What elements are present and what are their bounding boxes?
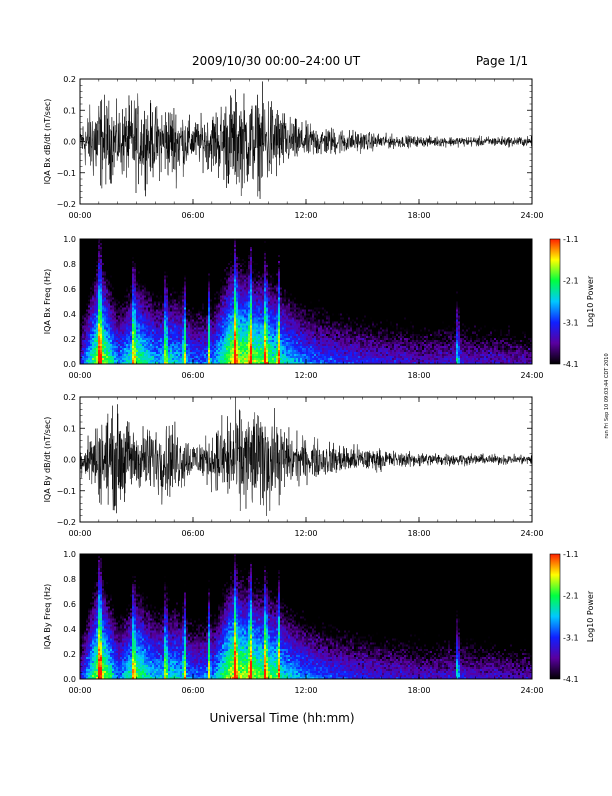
- x-tick-label: 06:00: [181, 371, 204, 380]
- y-tick-label: 0.6: [63, 600, 76, 609]
- spectrogram-image: [80, 554, 532, 679]
- by-timeseries-panel: 0.2 0.1 0.0 −0.1 −0.2 00:00 06:00 12:00 18:00 24:…: [43, 393, 544, 538]
- x-tick-label: 18:00: [407, 371, 430, 380]
- colorbar-label: Log10 Power: [586, 590, 595, 642]
- x-tick-label: 12:00: [294, 686, 317, 695]
- y-axis-label: IQA By Freq (Hz): [43, 584, 52, 650]
- x-tick-label: 18:00: [407, 529, 430, 538]
- colorbar-label: Log10 Power: [586, 275, 595, 327]
- x-tick-label: 24:00: [520, 211, 543, 220]
- x-tick-label: 24:00: [520, 529, 543, 538]
- run-info-note: run Fri Sep 10 09:03:44 CDT 2010: [604, 353, 610, 438]
- y-tick-label: 0.1: [63, 424, 76, 433]
- y-tick-label: 0.2: [63, 75, 76, 84]
- page-number: Page 1/1: [476, 54, 528, 68]
- y-tick-label: 0.1: [63, 106, 76, 115]
- x-tick-label: 12:00: [294, 529, 317, 538]
- y-axis-label: IQA Bx Freq (Hz): [43, 269, 52, 335]
- x-tick-label: 12:00: [294, 211, 317, 220]
- x-tick-label: 06:00: [181, 529, 204, 538]
- colorbar-tick-label: -1.1: [563, 550, 579, 559]
- x-tick-label: 18:00: [407, 686, 430, 695]
- y-tick-label: 0.6: [63, 285, 76, 294]
- colorbar-tick-label: -2.1: [563, 277, 579, 286]
- y-axis-label: IQA Bx dB/dt (nT/sec): [43, 99, 52, 185]
- y-tick-label: 0.2: [63, 393, 76, 402]
- x-tick-label: 06:00: [181, 211, 204, 220]
- x-tick-label: 12:00: [294, 371, 317, 380]
- y-axis-label: IQA By dB/dt (nT/sec): [43, 417, 52, 503]
- x-tick-label: 24:00: [520, 686, 543, 695]
- y-tick-label: 1.0: [63, 235, 76, 244]
- x-tick-label: 00:00: [68, 529, 91, 538]
- x-tick-label: 06:00: [181, 686, 204, 695]
- by-spectrogram-panel: 1.0 0.8 0.6 0.4 0.2 0.0 00:00 06:00 12:00 18:00 24…: [43, 550, 544, 695]
- y-tick-label: 0.2: [63, 650, 76, 659]
- y-tick-label: 0.0: [63, 456, 76, 465]
- colorbar-tick-label: -3.1: [563, 318, 579, 327]
- y-tick-label: 0.4: [63, 310, 76, 319]
- bx-spectrogram-panel: 1.0 0.8 0.6 0.4 0.2 0.0 00:00 06:00 12:00 18:00 24…: [43, 235, 544, 380]
- colorbar-tick-label: -3.1: [563, 633, 579, 642]
- y-tick-label: 0.2: [63, 335, 76, 344]
- colorbar-tick-label: -4.1: [563, 360, 579, 369]
- x-tick-label: 00:00: [68, 371, 91, 380]
- y-tick-label: −0.2: [57, 200, 76, 209]
- y-tick-label: −0.1: [57, 169, 76, 178]
- signal-trace: [80, 81, 532, 199]
- bx-colorbar: -1.1 -2.1 -3.1 -4.1 Log10 Power: [549, 235, 595, 369]
- x-axis-title: Universal Time (hh:mm): [209, 711, 354, 725]
- x-tick-label: 00:00: [68, 211, 91, 220]
- colorbar-scale: [549, 238, 561, 365]
- y-tick-label: −0.1: [57, 487, 76, 496]
- page-title: 2009/10/30 00:00–24:00 UT: [192, 54, 361, 68]
- by-colorbar: -1.1 -2.1 -3.1 -4.1 Log10 Power: [549, 550, 595, 684]
- colorbar-scale: [549, 553, 561, 680]
- bx-timeseries-panel: 0.2 0.1 0.0 −0.1 −0.2 00:00 06:00 12:00 18:00 24:…: [43, 75, 544, 220]
- colorbar-tick-label: -1.1: [563, 235, 579, 244]
- x-tick-label: 18:00: [407, 211, 430, 220]
- y-tick-label: 0.4: [63, 625, 76, 634]
- x-tick-label: 24:00: [520, 371, 543, 380]
- signal-trace: [80, 397, 532, 516]
- y-tick-label: 0.8: [63, 575, 76, 584]
- y-tick-label: 0.0: [63, 360, 76, 369]
- y-tick-label: 1.0: [63, 550, 76, 559]
- y-tick-label: 0.0: [63, 675, 76, 684]
- y-tick-label: 0.0: [63, 138, 76, 147]
- colorbar-tick-label: -2.1: [563, 592, 579, 601]
- x-tick-label: 00:00: [68, 686, 91, 695]
- y-tick-label: −0.2: [57, 518, 76, 527]
- y-tick-label: 0.8: [63, 260, 76, 269]
- colorbar-tick-label: -4.1: [563, 675, 579, 684]
- spectrogram-image: [80, 239, 532, 364]
